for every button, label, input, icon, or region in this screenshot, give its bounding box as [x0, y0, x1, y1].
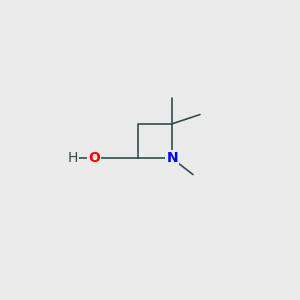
Text: O: O: [88, 152, 100, 165]
Text: N: N: [167, 152, 178, 165]
Text: H: H: [68, 152, 78, 165]
